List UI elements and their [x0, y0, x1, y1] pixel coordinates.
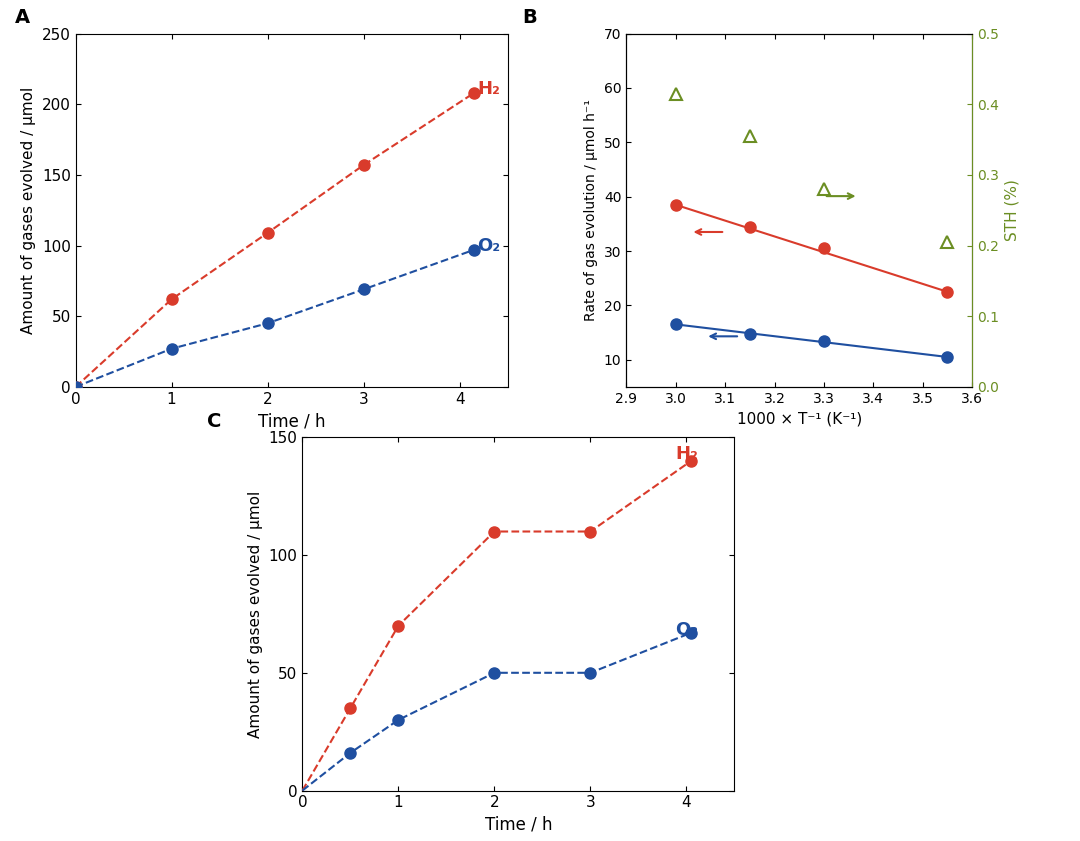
Text: C: C	[207, 412, 221, 431]
Y-axis label: STH (%): STH (%)	[1004, 179, 1020, 241]
Text: O₂: O₂	[675, 621, 698, 639]
Text: H₂: H₂	[477, 80, 500, 98]
Text: A: A	[15, 8, 30, 27]
X-axis label: Time / h: Time / h	[258, 412, 325, 431]
Y-axis label: Rate of gas evolution / μmol h⁻¹: Rate of gas evolution / μmol h⁻¹	[584, 99, 598, 321]
Y-axis label: Amount of gases evolved / μmol: Amount of gases evolved / μmol	[248, 490, 264, 738]
Y-axis label: Amount of gases evolved / μmol: Amount of gases evolved / μmol	[22, 87, 37, 334]
X-axis label: 1000 × T⁻¹ (K⁻¹): 1000 × T⁻¹ (K⁻¹)	[737, 411, 862, 426]
Text: H₂: H₂	[675, 445, 698, 463]
Text: B: B	[523, 8, 538, 27]
Text: O₂: O₂	[477, 236, 500, 255]
X-axis label: Time / h: Time / h	[485, 816, 552, 834]
